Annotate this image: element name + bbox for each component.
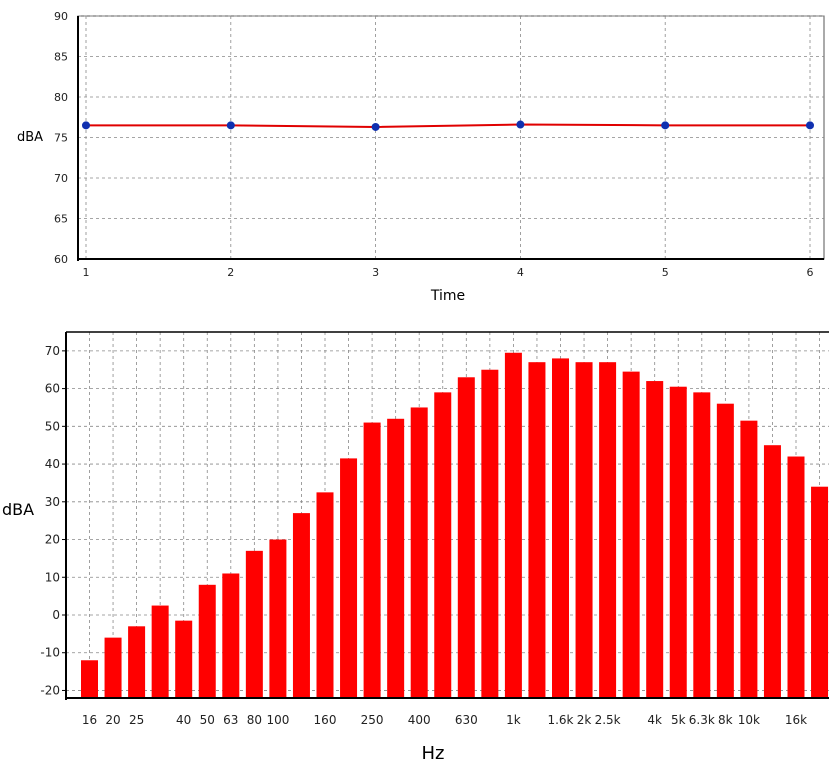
line-chart-x-tick-label: 4 — [517, 266, 524, 279]
bar-chart-bar — [316, 492, 334, 698]
bar-chart-x-tick-label: 630 — [455, 713, 478, 727]
bar-chart-bar — [763, 445, 781, 698]
bar-chart-bar — [646, 381, 664, 698]
bar-chart-x-tick-label: 4k — [647, 713, 662, 727]
bar-chart-bar — [410, 407, 428, 698]
bar-chart-x-tick-label: 1k — [506, 713, 521, 727]
bar-chart-x-tick-label: 10k — [738, 713, 760, 727]
bar-chart-x-axis-label: Hz — [422, 743, 445, 764]
bar-chart-bar — [481, 369, 499, 698]
bar-chart-bar — [387, 418, 405, 698]
line-chart-series — [82, 120, 814, 131]
bar-chart-bar — [222, 573, 240, 698]
bar-chart-bar — [787, 456, 805, 698]
bar-chart-bar — [269, 539, 287, 698]
bar-chart-x-tick-label: 16 — [82, 713, 97, 727]
line-chart-data-point — [661, 121, 670, 130]
bar-chart-bar — [363, 422, 381, 698]
bar-chart-x-tick-label: 160 — [314, 713, 337, 727]
line-chart-y-tick-label: 75 — [54, 132, 68, 145]
line-chart-y-axis-label: dBA — [17, 130, 43, 145]
line-chart-data-point — [371, 122, 380, 131]
bar-chart-bar — [599, 362, 617, 698]
bar-chart-x-tick-label: 8k — [718, 713, 733, 727]
bar-chart-y-tick-label: 20 — [45, 533, 60, 547]
line-chart-ticks: 60 65 70 75 80 85 90 1 2 3 4 5 6 — [54, 10, 814, 279]
bar-chart-x-tick-label: 2.5k — [595, 713, 621, 727]
bar-chart-x-tick-label: 2k — [577, 713, 592, 727]
bar-chart-y-tick-label: 70 — [45, 344, 60, 358]
spectrum-bar-chart: -20 -10 0 10 20 30 40 50 60 70 16 20 25 40 50 63 80 100 16… — [2, 331, 829, 764]
line-chart-x-tick-label: 6 — [807, 266, 814, 279]
time-level-line-chart: 60 65 70 75 80 85 90 1 2 3 4 5 6 dBA Time — [17, 10, 825, 304]
bar-chart-bar — [340, 458, 358, 698]
bar-chart-y-tick-label: 60 — [45, 382, 60, 396]
line-chart-grid — [77, 15, 825, 260]
bar-chart-x-tick-label: 50 — [200, 713, 215, 727]
line-chart-y-tick-label: 85 — [54, 51, 68, 64]
bar-chart-bar — [434, 392, 452, 698]
line-chart-y-tick-label: 65 — [54, 213, 68, 226]
bar-chart-x-tick-label: 250 — [361, 713, 384, 727]
bar-chart-y-tick-label: 10 — [45, 570, 60, 584]
bar-chart-bar — [811, 486, 829, 698]
bar-chart-axes — [62, 331, 829, 700]
bar-chart-bar — [81, 660, 98, 698]
bar-chart-bar — [292, 513, 310, 698]
line-chart-x-tick-label: 3 — [372, 266, 379, 279]
line-chart-axes — [77, 16, 824, 261]
bar-chart-y-tick-label: 50 — [45, 419, 60, 433]
bar-chart-y-tick-label: -20 — [40, 683, 60, 697]
line-chart-y-tick-label: 70 — [54, 172, 68, 185]
bar-chart-y-tick-label: 40 — [45, 457, 60, 471]
bar-chart-bar — [175, 620, 193, 698]
bar-chart-x-tick-label: 100 — [266, 713, 289, 727]
line-chart-x-tick-label: 2 — [227, 266, 234, 279]
line-chart-y-tick-label: 60 — [54, 253, 68, 266]
bar-chart-x-tick-label: 20 — [105, 713, 120, 727]
bar-chart-ticks: -20 -10 0 10 20 30 40 50 60 70 16 20 25 40 50 63 80 100 16… — [40, 344, 807, 727]
bar-chart-bar — [740, 420, 758, 698]
line-chart-y-tick-label: 80 — [54, 91, 68, 104]
bar-chart-y-tick-label: -10 — [40, 646, 60, 660]
bar-chart-bar — [504, 352, 522, 698]
bar-chart-x-tick-label: 1.6k — [547, 713, 573, 727]
bar-chart-x-tick-label: 16k — [785, 713, 807, 727]
bar-chart-y-tick-label: 30 — [45, 495, 60, 509]
bar-chart-bar — [622, 371, 640, 698]
line-chart-x-tick-label: 5 — [662, 266, 669, 279]
bar-chart-bar — [151, 605, 169, 698]
line-chart-x-tick-label: 1 — [83, 266, 90, 279]
bar-chart-y-axis-label: dBA — [2, 500, 34, 519]
bar-chart-bar — [457, 377, 475, 698]
bar-chart-bar — [245, 550, 263, 698]
line-chart-x-axis-label: Time — [430, 288, 465, 304]
bar-chart-x-tick-label: 80 — [247, 713, 262, 727]
bar-chart-y-tick-label: 0 — [52, 608, 60, 622]
bar-chart-x-tick-label: 40 — [176, 713, 191, 727]
line-chart-data-point — [516, 120, 525, 129]
line-chart-series-line — [86, 123, 810, 128]
bar-chart-x-tick-label: 400 — [408, 713, 431, 727]
bar-chart-bar — [716, 403, 734, 698]
bar-chart-bars — [81, 352, 829, 698]
bar-chart-bar — [128, 626, 146, 698]
line-chart-data-point — [806, 121, 814, 130]
bar-chart-bar — [198, 584, 216, 698]
bar-chart-bar — [552, 358, 569, 698]
bar-chart-x-tick-label: 6.3k — [689, 713, 715, 727]
bar-chart-bar — [575, 362, 593, 698]
bar-chart-bar — [104, 637, 122, 698]
bar-chart-x-tick-label: 25 — [129, 713, 144, 727]
bar-chart-bar — [528, 362, 546, 698]
bar-chart-x-tick-label: 63 — [223, 713, 238, 727]
line-chart-y-tick-label: 90 — [54, 10, 68, 23]
line-chart-data-point — [226, 121, 235, 130]
bar-chart-bar — [693, 392, 711, 698]
bar-chart-x-tick-label: 5k — [671, 713, 686, 727]
line-chart-data-point — [82, 121, 90, 130]
bar-chart-bar — [669, 386, 687, 698]
